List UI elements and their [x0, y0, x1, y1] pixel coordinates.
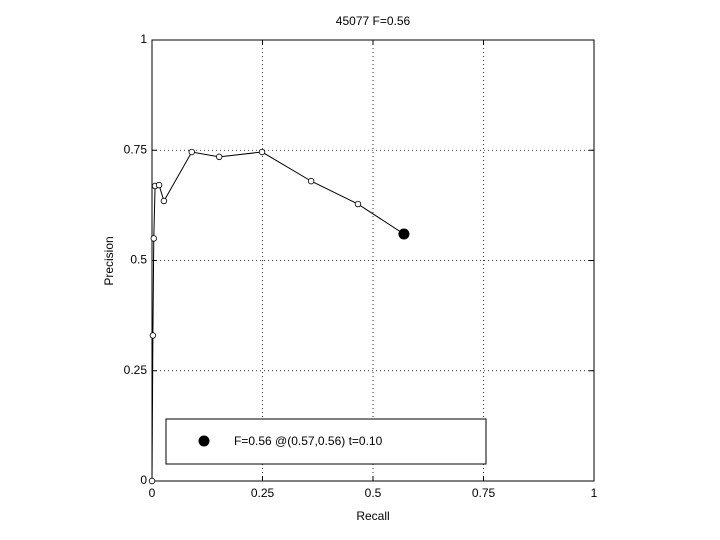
- marker: [155, 181, 163, 189]
- marker: [307, 177, 315, 185]
- y-tick-label: 0.25: [124, 363, 148, 377]
- marker: [215, 153, 223, 161]
- x-tick-label: 0.5: [365, 486, 382, 500]
- y-tick-label: 1: [140, 32, 147, 46]
- legend-label: F=0.56 @(0.57,0.56) t=0.10: [234, 434, 383, 448]
- legend-marker: [198, 435, 210, 447]
- line: [151, 151, 405, 482]
- x-tick-label: 0.75: [472, 486, 496, 500]
- marker: [354, 200, 362, 208]
- x-tick-label: 0.25: [251, 486, 275, 500]
- y-tick-label: 0.5: [130, 253, 147, 267]
- x-tick-label: 1: [591, 486, 598, 500]
- marker: [149, 332, 157, 339]
- marker: [188, 148, 195, 156]
- best-point: [398, 228, 410, 240]
- marker: [150, 235, 157, 242]
- chart-title: 45077 F=0.56: [336, 14, 411, 28]
- y-tick-label: 0: [140, 473, 147, 487]
- marker: [258, 148, 266, 156]
- y-axis-label: Precision: [102, 236, 116, 285]
- plot-frame: [151, 39, 595, 482]
- legend: [165, 418, 487, 465]
- marker: [160, 197, 168, 205]
- y-tick-label: 0.75: [124, 142, 148, 156]
- marker: [148, 477, 156, 485]
- x-axis-label: Recall: [356, 509, 389, 523]
- x-tick-label: 0: [149, 486, 156, 500]
